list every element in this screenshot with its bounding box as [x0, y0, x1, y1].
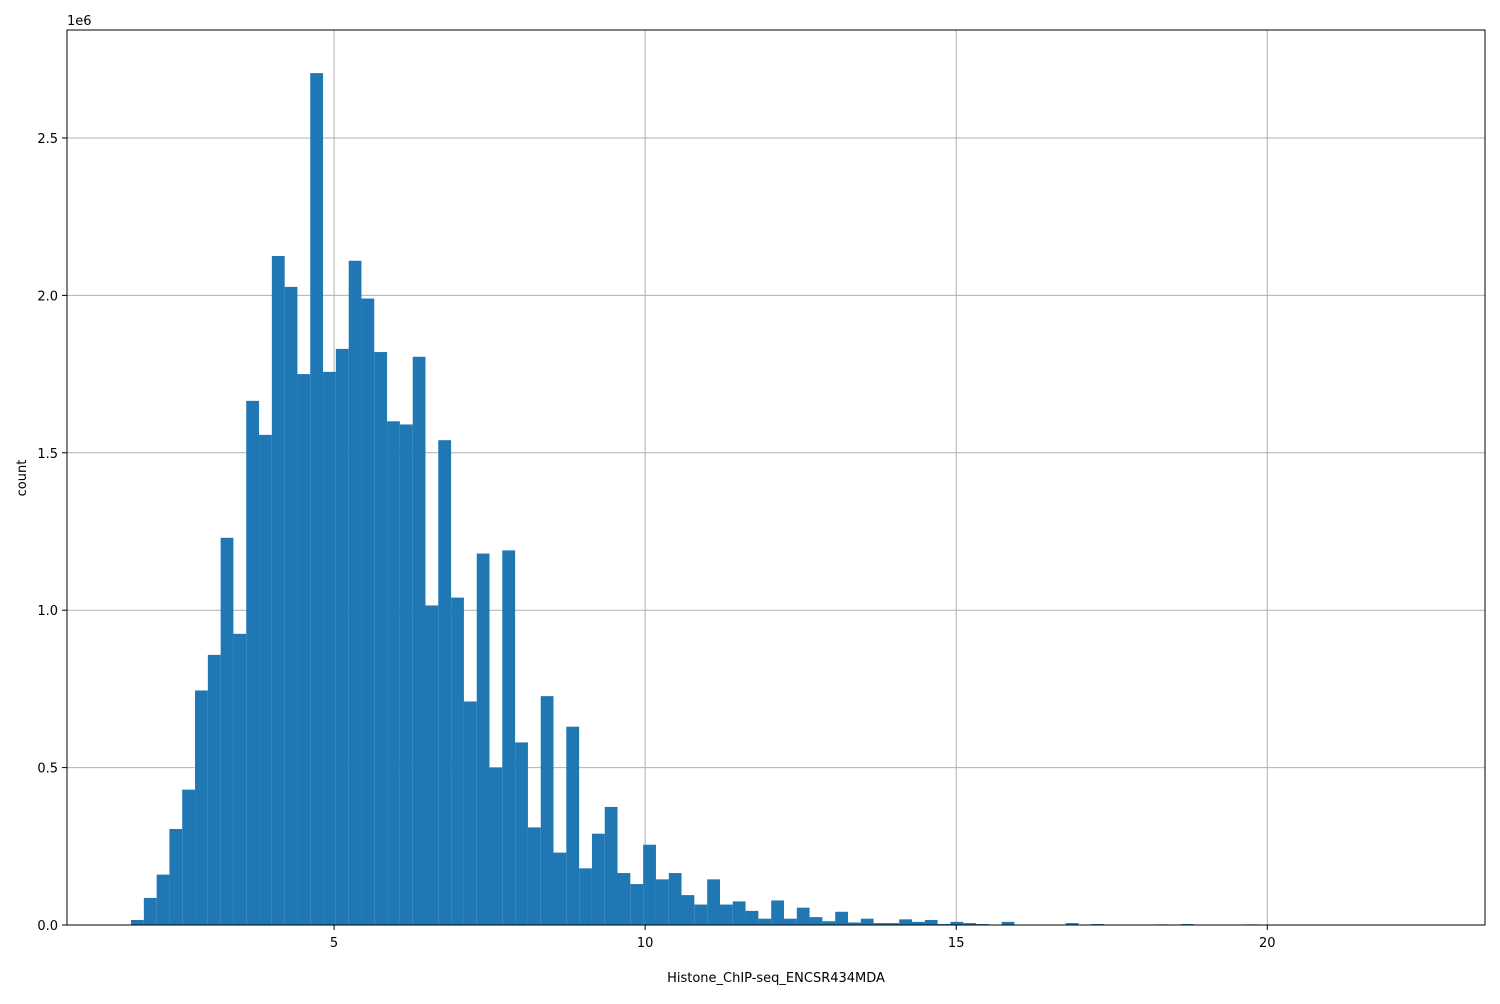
x-axis-label: Histone_ChIP-seq_ENCSR434MDA	[667, 971, 885, 986]
bar	[707, 879, 720, 925]
bar	[719, 904, 733, 925]
bar	[835, 911, 849, 925]
x-tick-label: 15	[948, 936, 965, 951]
bar	[912, 921, 925, 925]
bar	[732, 901, 746, 925]
bar	[643, 844, 656, 925]
bar	[783, 918, 797, 925]
bar	[681, 895, 695, 925]
bar	[796, 907, 810, 925]
bar	[924, 919, 938, 925]
bar	[848, 922, 861, 925]
bar	[182, 789, 196, 925]
bar	[630, 884, 644, 925]
bar	[886, 923, 900, 925]
y-tick-label: 0.5	[37, 762, 58, 777]
bar	[963, 923, 977, 925]
bar	[758, 918, 772, 925]
bar	[348, 260, 362, 925]
bar	[399, 424, 413, 925]
bar	[668, 873, 682, 925]
bar	[745, 910, 759, 925]
bar	[412, 356, 426, 926]
bar	[361, 298, 375, 925]
bar	[131, 919, 144, 925]
x-tick-label: 5	[330, 936, 338, 951]
bar	[950, 921, 964, 925]
bar	[1065, 923, 1079, 925]
y-tick-label: 0.0	[37, 919, 58, 934]
bar	[143, 897, 157, 925]
bar	[899, 919, 913, 925]
y-offset-label: 1e6	[67, 14, 92, 29]
x-tick-label: 10	[637, 936, 654, 951]
bar	[771, 900, 784, 925]
x-tick-label: 20	[1259, 936, 1276, 951]
bar	[323, 371, 336, 925]
bar	[335, 348, 349, 925]
bar	[1001, 921, 1015, 925]
y-tick-label: 2.5	[37, 132, 58, 147]
bar	[860, 918, 874, 925]
bar	[655, 879, 669, 925]
bar	[233, 633, 247, 925]
bar	[553, 852, 567, 925]
y-tick-label: 2.0	[37, 289, 58, 304]
bar	[566, 726, 580, 925]
bar	[246, 400, 260, 925]
bar	[374, 352, 388, 925]
y-tick-label: 1.5	[37, 447, 58, 462]
bar	[259, 434, 272, 925]
bar	[387, 421, 400, 925]
bar	[451, 597, 464, 925]
bar	[207, 654, 221, 925]
bar	[502, 550, 516, 925]
bar	[540, 696, 554, 925]
bar	[694, 904, 708, 925]
bar	[809, 917, 823, 925]
bar	[476, 553, 490, 925]
bar	[873, 923, 887, 925]
plot-frame	[66, 29, 1486, 926]
bar	[617, 873, 631, 925]
bar	[297, 374, 311, 926]
bar	[463, 701, 477, 925]
bar	[425, 605, 439, 925]
bar	[515, 742, 528, 925]
y-axis-label: count	[15, 460, 30, 497]
bar	[527, 827, 541, 925]
y-tick-label: 1.0	[37, 604, 58, 619]
bar	[489, 767, 503, 925]
bar	[604, 806, 618, 925]
bar	[169, 828, 183, 925]
bar	[310, 73, 324, 926]
bar	[591, 833, 605, 925]
bar	[195, 690, 208, 925]
bar	[220, 537, 234, 925]
bar	[579, 868, 592, 925]
bar	[156, 874, 170, 925]
bar	[822, 921, 836, 925]
bar	[284, 286, 298, 926]
bar	[438, 440, 452, 925]
bar	[271, 256, 285, 925]
